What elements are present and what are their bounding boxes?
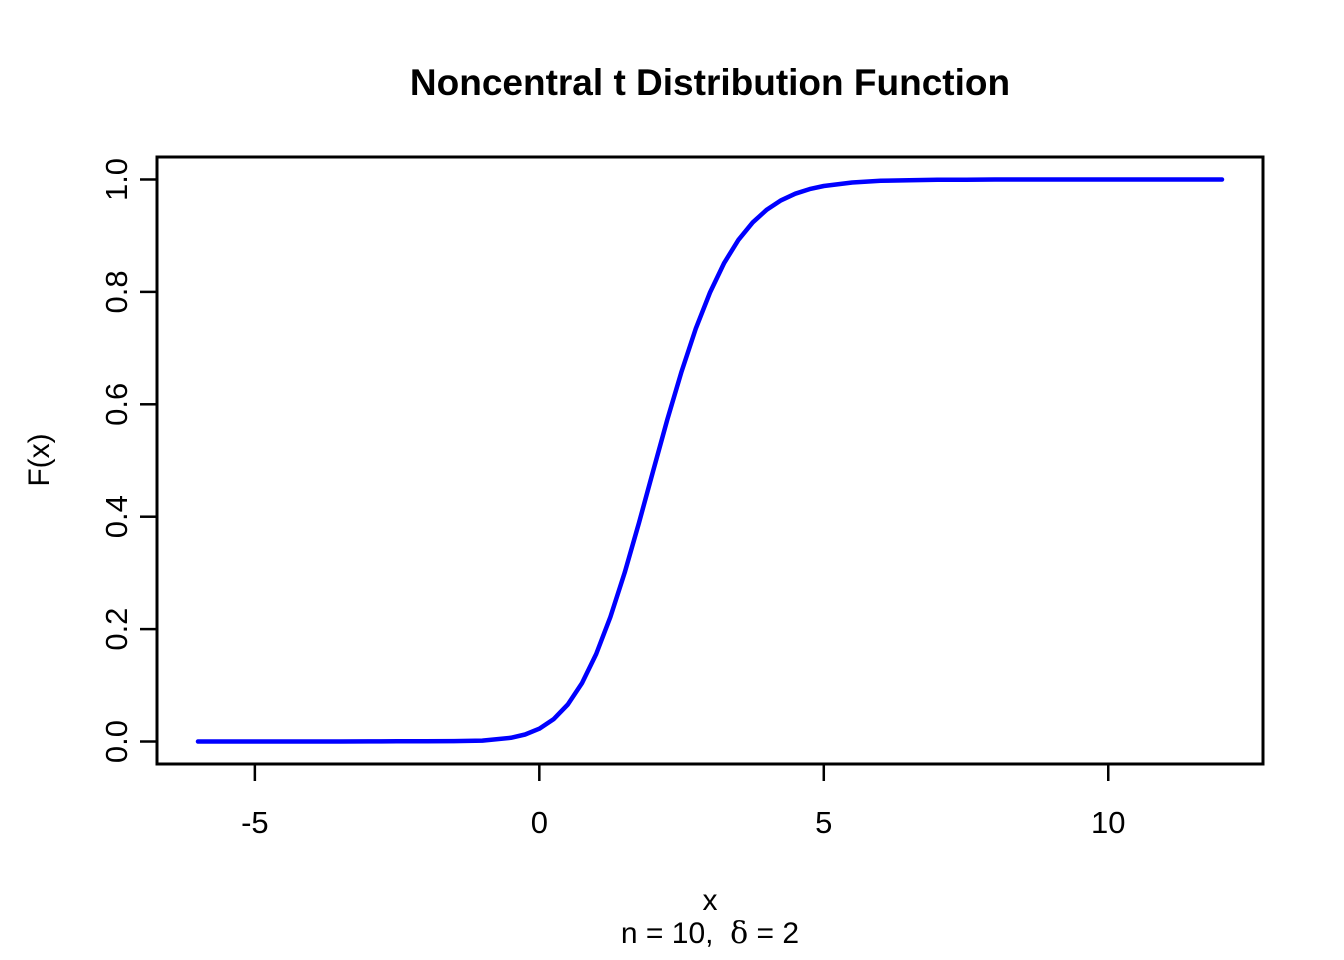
x-tick-label: 10	[1091, 805, 1125, 840]
x-tick-label: -5	[241, 805, 269, 840]
y-tick-label: 0.2	[99, 608, 134, 651]
y-tick-label: 0.0	[99, 720, 134, 763]
plot-border	[155, 155, 1265, 766]
y-tick-label: 1.0	[99, 158, 134, 201]
sublabel-value-part: = 2	[748, 917, 800, 950]
x-tick-label: 5	[815, 805, 832, 840]
delta-symbol: δ	[730, 916, 749, 951]
sublabel-n-part: n = 10,	[620, 917, 731, 950]
x-tick-label: 0	[531, 805, 548, 840]
y-axis-label: F(x)	[23, 433, 56, 487]
chart-title: Noncentral t Distribution Function	[409, 62, 1011, 103]
y-tick-label: 0.6	[99, 383, 134, 426]
x-axis-label: x	[702, 884, 718, 917]
y-tick-label: 0.4	[99, 495, 134, 538]
cdf-curve	[195, 177, 1225, 744]
y-tick-label: 0.8	[99, 270, 134, 313]
x-axis-sublabel: n = 10, δ = 2	[157, 919, 1263, 949]
